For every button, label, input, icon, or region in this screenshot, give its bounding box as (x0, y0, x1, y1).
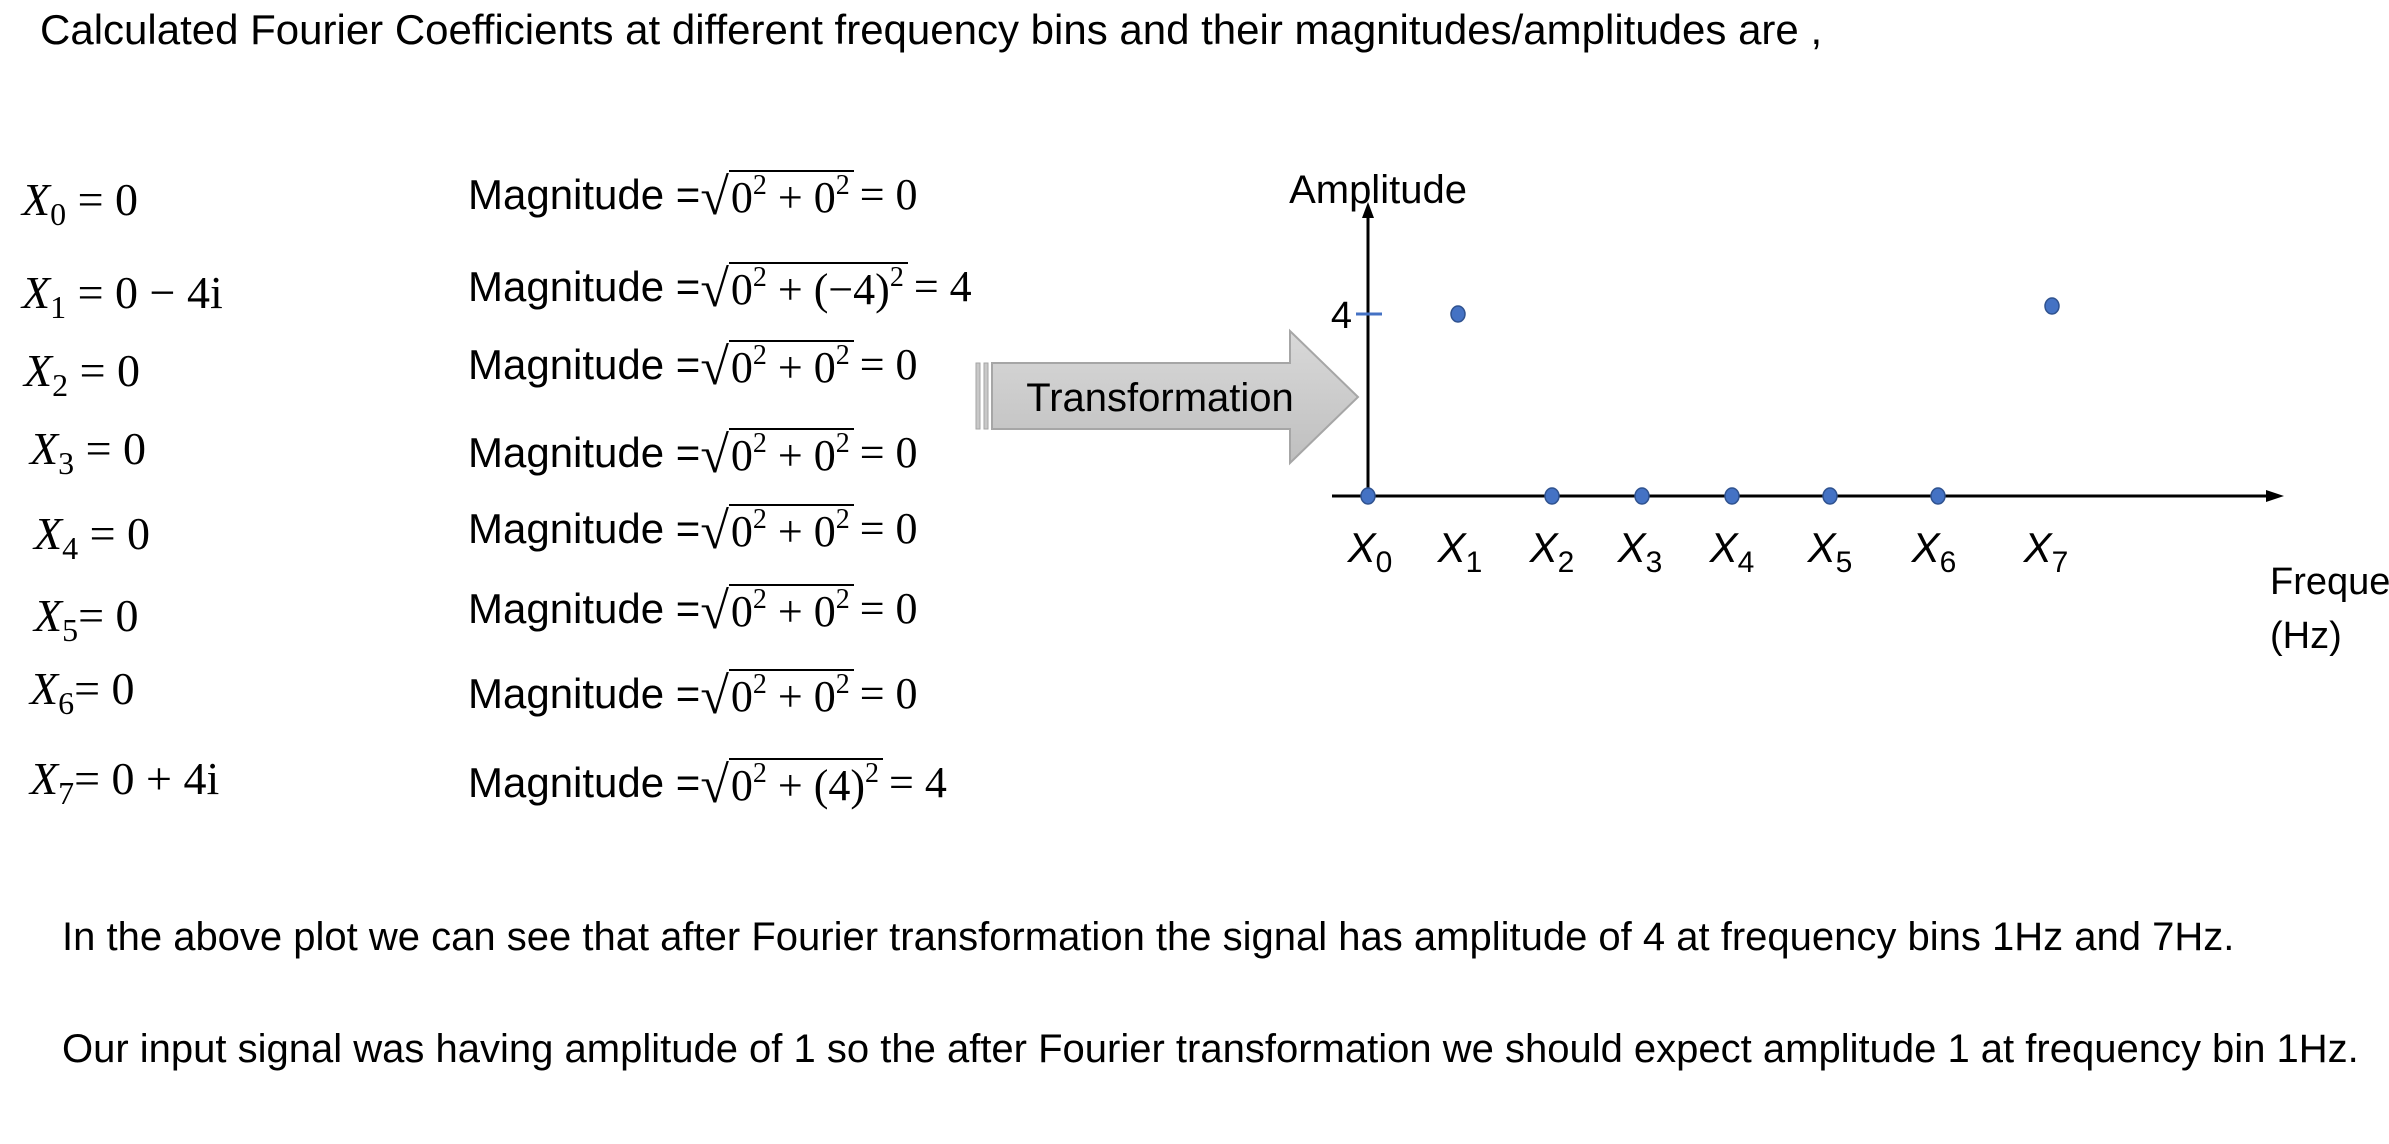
data-point-X5 (1822, 487, 1838, 505)
transformation-arrow: Transformation (975, 328, 1360, 466)
magnitude-row: Magnitude = √ 02 + 02 = 0 (468, 503, 918, 560)
x-tick-label-X2: X2 (1529, 524, 1575, 579)
coefficient-x4: X4 = 0 (34, 508, 151, 566)
y-axis-label: Amplitude (1289, 168, 1467, 212)
x-tick-label-X4: X4 (1709, 524, 1755, 579)
data-point-X6 (1930, 487, 1946, 505)
magnitude-row: Magnitude = √ 02 + 02 = 0 (468, 169, 918, 226)
x-tick-label-X3: X3 (1617, 524, 1663, 579)
coefficient-x1: X1 = 0 − 4i (22, 267, 223, 325)
x-tick-label-X7: X7 (2023, 524, 2069, 579)
page-heading: Calculated Fourier Coefficients at diffe… (40, 6, 1823, 53)
x-tick-label-X0: X0 (1347, 524, 1393, 579)
paragraph-2: Our input signal was having amplitude of… (62, 1027, 2359, 1071)
data-point-X3 (1634, 487, 1650, 505)
coefficient-x0: X0 = 0 (22, 174, 139, 232)
magnitude-row: Magnitude = √ 02 + (4)2 = 4 (468, 757, 947, 814)
y-axis-arrowhead (1362, 202, 1374, 218)
data-point-X7 (2044, 297, 2060, 315)
x-axis-label-line1: Frequency (2270, 561, 2389, 603)
coefficient-x3: X3 = 0 (30, 423, 147, 481)
x-tick-label-X5: X5 (1807, 524, 1853, 579)
x-axis-arrowhead (2266, 490, 2284, 502)
paragraph-1: In the above plot we can see that after … (62, 915, 2235, 959)
data-point-X1 (1450, 305, 1466, 323)
data-point-X4 (1724, 487, 1740, 505)
x-tick-labels: X0 X1 X2 X3 X4 X5 X6 X7 (1347, 524, 2069, 579)
y-tick-label: 4 (1331, 295, 1352, 337)
data-point-X2 (1544, 487, 1560, 505)
magnitude-row: Magnitude = √ 02 + 02 = 0 (468, 427, 918, 484)
coefficient-x7: X7= 0 + 4i (30, 753, 220, 811)
coefficient-x6: X6= 0 (30, 663, 135, 721)
x-axis-label-line2: (Hz) (2270, 615, 2342, 657)
magnitude-row: Magnitude = √ 02 + 02 = 0 (468, 339, 918, 396)
data-point-X0 (1360, 487, 1376, 505)
magnitude-row: Magnitude = √ 02 + 02 = 0 (468, 668, 918, 725)
amplitude-chart: Amplitude 4 X0 X1 X2 X3 X4 X5 X6 X7 Frequency (… (1289, 168, 2389, 657)
magnitude-row: Magnitude = √ 02 + (−4)2 = 4 (468, 261, 972, 318)
magnitude-row: Magnitude = √ 02 + 02 = 0 (468, 583, 918, 640)
coefficient-x2: X2 = 0 (24, 345, 141, 403)
x-tick-label-X6: X6 (1911, 524, 1957, 579)
coefficient-x5: X5= 0 (34, 590, 139, 648)
x-tick-label-X1: X1 (1437, 524, 1483, 579)
data-points (1360, 297, 2060, 505)
transformation-label: Transformation (1026, 376, 1294, 420)
